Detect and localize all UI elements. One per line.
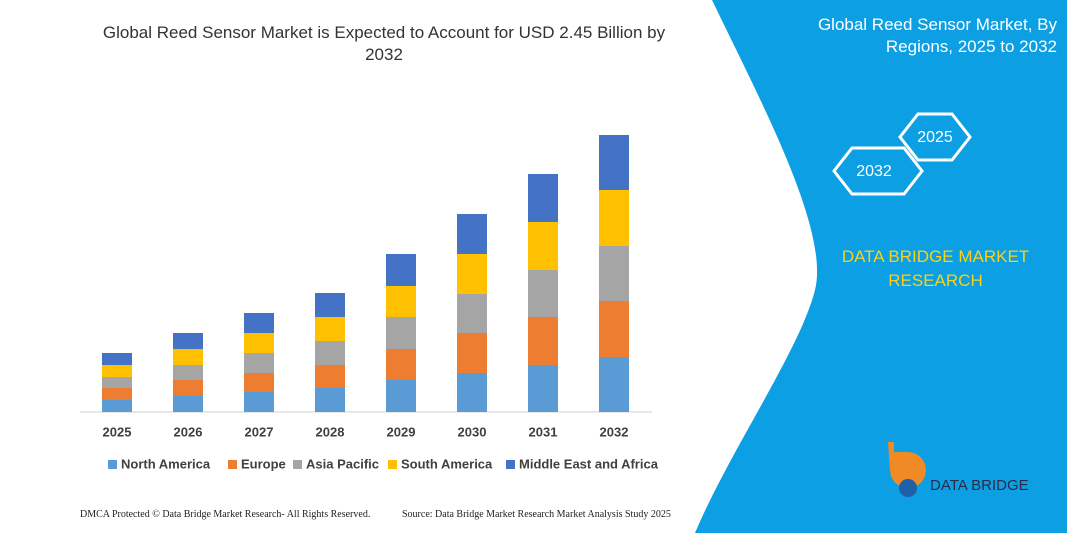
legend-swatch: [228, 460, 237, 469]
bar-segment: [457, 254, 487, 294]
bar-segment: [457, 373, 487, 412]
bar-segment: [528, 270, 558, 317]
bar-segment: [457, 214, 487, 254]
hexagon: [832, 146, 924, 196]
logo-icon: [888, 442, 926, 488]
logo-text: DATA BRIDGE: [930, 477, 1029, 494]
hexagon: [898, 112, 972, 162]
chart-title: Global Reed Sensor Market is Expected to…: [102, 23, 666, 64]
x-tick-label: 2029: [387, 424, 416, 439]
logo-icon: [899, 479, 917, 497]
bar-segment: [599, 135, 629, 190]
bar-segment: [173, 365, 203, 380]
legend-swatch: [293, 460, 302, 469]
side-panel: [695, 0, 1067, 533]
bar-segment: [599, 301, 629, 357]
bar-segment: [315, 388, 345, 412]
bar-segment: [102, 365, 132, 377]
legend-swatch: [506, 460, 515, 469]
bar-segment: [599, 357, 629, 412]
x-tick-label: 2026: [174, 424, 203, 439]
copyright: DMCA Protected © Data Bridge Market Rese…: [80, 509, 371, 520]
bar-segment: [315, 341, 345, 365]
bar-segment: [244, 313, 274, 333]
brand-text: DATA BRIDGE MARKET RESEARCH: [841, 247, 1030, 290]
bar-segment: [528, 365, 558, 412]
legend-label: Middle East and Africa: [519, 456, 659, 471]
legend-label: Europe: [241, 456, 286, 471]
bar-segment: [315, 317, 345, 341]
bar-segment: [386, 286, 416, 317]
x-tick-label: 2028: [316, 424, 345, 439]
bar-segment: [102, 377, 132, 388]
bar-segment: [528, 317, 558, 365]
bar-segment: [386, 380, 416, 412]
bar-segment: [599, 246, 629, 301]
bar-segment: [173, 333, 203, 349]
source: Source: Data Bridge Market Research Mark…: [402, 509, 671, 520]
legend-swatch: [108, 460, 117, 469]
x-tick-label: 2032: [600, 424, 629, 439]
bar-segment: [315, 293, 345, 317]
x-tick-label: 2025: [103, 424, 132, 439]
panel-title: Global Reed Sensor Market, By Regions, 2…: [817, 15, 1057, 56]
bar-segment: [173, 349, 203, 365]
bar-segment: [173, 380, 203, 396]
legend-label: North America: [121, 456, 211, 471]
bar-segment: [599, 190, 629, 246]
x-tick-label: 2030: [458, 424, 487, 439]
bar-segment: [244, 333, 274, 353]
bar-segment: [173, 396, 203, 412]
bar-segment: [102, 388, 132, 400]
bar-segment: [528, 222, 558, 270]
legend-label: South America: [401, 456, 493, 471]
x-tick-label: 2031: [529, 424, 558, 439]
bar-segment: [315, 365, 345, 388]
hex-label: 2032: [856, 163, 892, 180]
legend-label: Asia Pacific: [306, 456, 379, 471]
x-tick-label: 2027: [245, 424, 274, 439]
bar-segment: [102, 400, 132, 412]
bar-segment: [244, 353, 274, 373]
bar-segment: [386, 317, 416, 349]
bar-segment: [244, 373, 274, 392]
bar-segment: [457, 333, 487, 373]
hex-label: 2025: [917, 129, 953, 146]
legend-swatch: [388, 460, 397, 469]
bar-segment: [457, 294, 487, 333]
bar-segment: [102, 353, 132, 365]
bar-segment: [386, 254, 416, 286]
bar-segment: [244, 392, 274, 412]
bar-segment: [528, 174, 558, 222]
bar-segment: [386, 349, 416, 380]
